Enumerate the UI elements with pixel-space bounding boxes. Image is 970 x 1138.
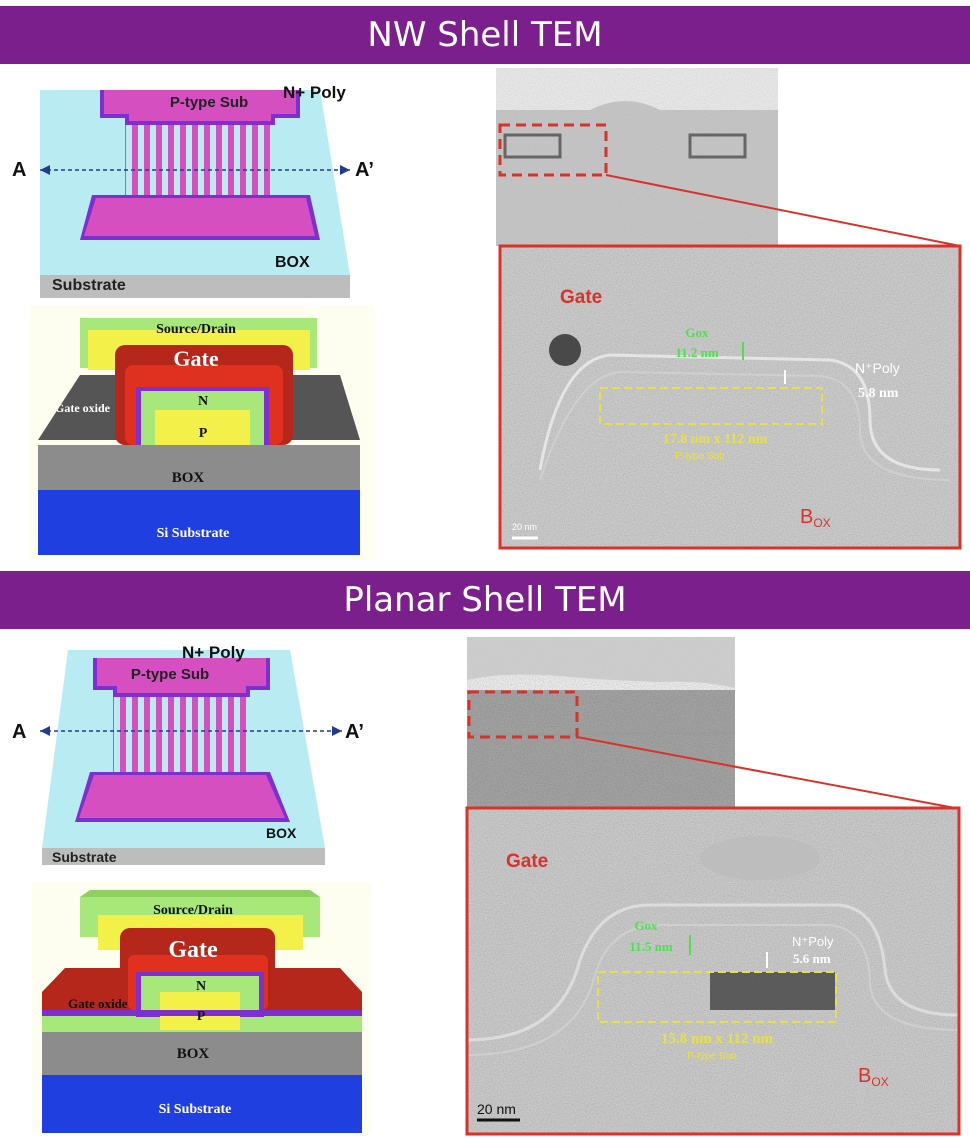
planar-tem-gate-label: Gate <box>506 851 548 872</box>
nw-gate-oxide-label: Gate oxide <box>55 401 111 415</box>
planar-layout-diagram <box>40 650 342 865</box>
nw-gox-label: Gox <box>685 325 709 340</box>
planar-poly-tem-value: 5.6 nm <box>793 951 831 966</box>
planar-channel-label: P-type Sub <box>131 666 209 683</box>
planar-scale-label: 20 nm <box>477 1101 516 1117</box>
nw-poly-label: N+ Poly <box>283 83 346 102</box>
nw-tem-zoom <box>498 244 962 550</box>
nw-channel-label: P-type Sub <box>170 94 248 111</box>
nw-scale-label: 20 nm <box>512 522 537 532</box>
planar-box-cs-label: BOX <box>177 1046 210 1062</box>
nw-dimension-label: 17.8 nm x 112 nm <box>663 432 768 447</box>
nw-layout-diagram <box>40 90 350 298</box>
planar-tem-zoom <box>465 806 961 1136</box>
planar-substrate-label: Substrate <box>52 849 117 865</box>
nw-cut-left: A <box>12 159 26 181</box>
nw-cross-section <box>30 305 375 560</box>
nw-source-drain-label: Source/Drain <box>156 322 236 337</box>
planar-cut-right: A’ <box>345 721 364 743</box>
planar-p-label: P <box>197 1009 206 1024</box>
nw-poly-tem-value: 5.8 nm <box>858 386 899 401</box>
planar-poly-tem-label: N⁺Poly <box>792 934 834 949</box>
planar-box-label: BOX <box>266 825 297 841</box>
planar-sub-label: P-type Sub <box>687 1051 737 1062</box>
planar-gate-label: Gate <box>168 937 218 963</box>
nw-gox-value: 11.2 nm <box>675 345 719 360</box>
nw-box-tem-label: BOX <box>800 506 831 530</box>
planar-source-drain-label: Source/Drain <box>153 903 233 918</box>
planar-poly-label: N+ Poly <box>182 643 245 662</box>
nw-tem-overview <box>496 68 961 247</box>
nw-box-cs-label: BOX <box>172 470 205 486</box>
section-title-nw: NW Shell TEM <box>0 6 970 64</box>
planar-n-label: N <box>196 979 206 994</box>
planar-tem-overview <box>466 637 956 809</box>
nw-p-label: P <box>199 426 208 441</box>
nw-tem-gate-label: Gate <box>560 287 602 308</box>
planar-box-tem-label: BOX <box>858 1065 889 1089</box>
nw-poly-tem-label: N⁺Poly <box>855 360 900 376</box>
planar-gate-oxide-label: Gate oxide <box>68 996 128 1011</box>
planar-dimension-label: 15.8 nm x 112 nm <box>661 1031 774 1047</box>
nw-substrate-label: Substrate <box>52 277 126 294</box>
nw-box-label: BOX <box>275 254 310 271</box>
nw-n-label: N <box>198 394 208 409</box>
planar-gox-label: Gox <box>634 918 658 933</box>
section-title-planar: Planar Shell TEM <box>0 571 970 629</box>
planar-cut-left: A <box>12 721 26 743</box>
nw-gate-label: Gate <box>173 346 218 371</box>
nw-cut-right: A’ <box>355 159 374 181</box>
planar-gox-value: 11.5 nm <box>629 939 673 954</box>
nw-sub-label: P-type Sub <box>675 451 725 462</box>
planar-cross-section <box>32 882 372 1133</box>
nw-si-substrate-label: Si Substrate <box>157 526 230 541</box>
planar-si-substrate-label: Si Substrate <box>159 1102 232 1117</box>
